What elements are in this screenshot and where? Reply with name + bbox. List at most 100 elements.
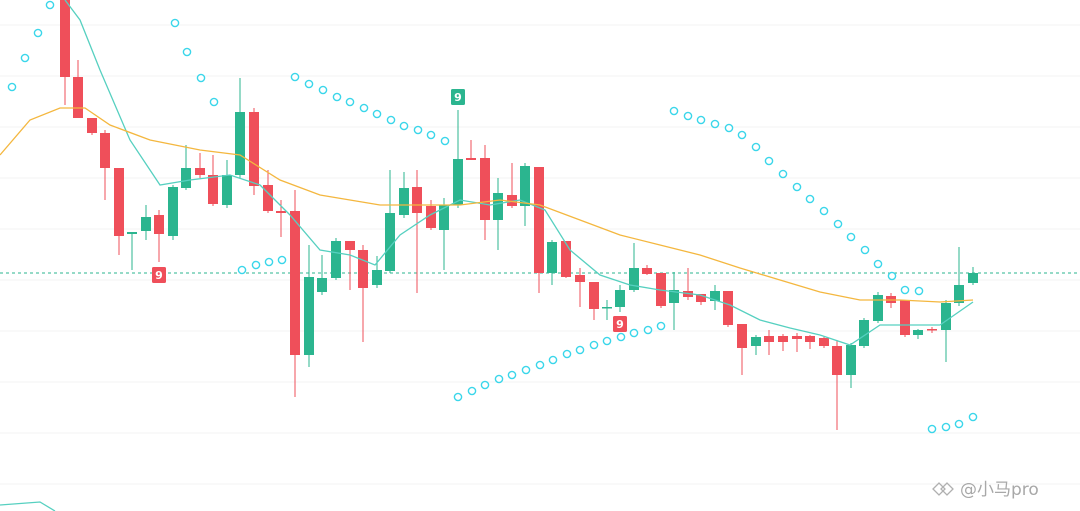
sar-dot [833,219,843,229]
candle-body [710,291,720,301]
signal-text: 9 [155,269,163,282]
candle-body [372,270,382,285]
sar-dot [20,53,30,63]
sar-dot [860,245,870,255]
sar-dot [656,321,666,331]
candle-body [561,241,571,277]
candle-body [100,133,110,168]
sar-dot [900,285,910,295]
sar-dot [669,106,679,116]
moving-average-line [0,501,56,511]
candle-body [629,268,639,290]
sar-dot [453,392,463,402]
candle-body [426,206,436,228]
candle-body [615,290,625,307]
sar-dot [237,265,247,275]
sar-dot [846,232,856,242]
sar-dot [332,92,342,102]
sar-dot [616,332,626,342]
sar-dot [954,419,964,429]
sar-dot [413,125,423,135]
candle-body [317,278,327,292]
signal-label: 9 [451,89,465,105]
sar-dot [480,380,490,390]
sar-dot [683,111,693,121]
candle-body [751,337,761,346]
sar-dot [710,119,720,129]
signal-badge [451,89,465,105]
sar-dot [575,345,585,355]
candle-body [331,241,341,278]
sar-dot [805,194,815,204]
sar-dot [426,130,436,140]
candle-body [453,159,463,205]
moving-average-line [64,0,974,346]
sar-dot [399,121,409,131]
candle-body [669,290,679,303]
candle-body [168,187,178,236]
candle-body [208,175,218,204]
sar-dot [304,79,314,89]
candle-body [412,187,422,213]
sar-dot [359,103,369,113]
candle-body [859,320,869,346]
candle-body [968,273,978,283]
candle-body [263,185,273,211]
sar-dot [277,255,287,265]
sar-dot [182,47,192,57]
candle-body [575,275,585,282]
signal-text: 9 [616,318,624,331]
signal-label: 9 [152,267,166,283]
candle-body [141,217,151,231]
sar-dot [941,422,951,432]
candle-body [235,112,245,175]
candle-body [493,193,503,220]
sar-dot [45,0,55,10]
sar-dot [440,136,450,146]
sar-dot [535,360,545,370]
candle-body [304,277,314,355]
sar-dot [643,325,653,335]
candle-body [913,330,923,335]
sar-dot [696,115,706,125]
sar-dot [968,412,978,422]
sar-dot [507,370,517,380]
sar-dot [724,123,734,133]
sar-dot [887,271,897,281]
sar-dot [764,156,774,166]
moving-average-line [0,107,974,303]
sar-dot [602,336,612,346]
candle-body [520,166,530,206]
sar-dot [927,424,937,434]
sar-dot [372,109,382,119]
candle-body [480,158,490,220]
candle-body [723,291,733,325]
sar-dot [562,349,572,359]
sar-dot [7,82,17,92]
candle-body [547,242,557,273]
candle-body [507,195,517,206]
sar-dot [819,206,829,216]
sar-dot [251,260,261,270]
candle-body [778,336,788,342]
sar-dot [318,85,328,95]
signal-label: 9 [613,316,627,332]
candle-body [249,112,259,186]
sar-dot [629,328,639,338]
candle-body [399,188,409,215]
candle-body [358,250,368,288]
candle-body [290,211,300,355]
candle-body [181,168,191,188]
sar-dot [521,365,531,375]
candle-body [276,211,286,213]
sar-dot [914,286,924,296]
sar-dot [589,340,599,350]
sar-dot [33,28,43,38]
sar-dot [196,73,206,83]
sar-dot [290,72,300,82]
candle-body [832,346,842,375]
candle-body [900,300,910,335]
candle-body [819,338,829,346]
